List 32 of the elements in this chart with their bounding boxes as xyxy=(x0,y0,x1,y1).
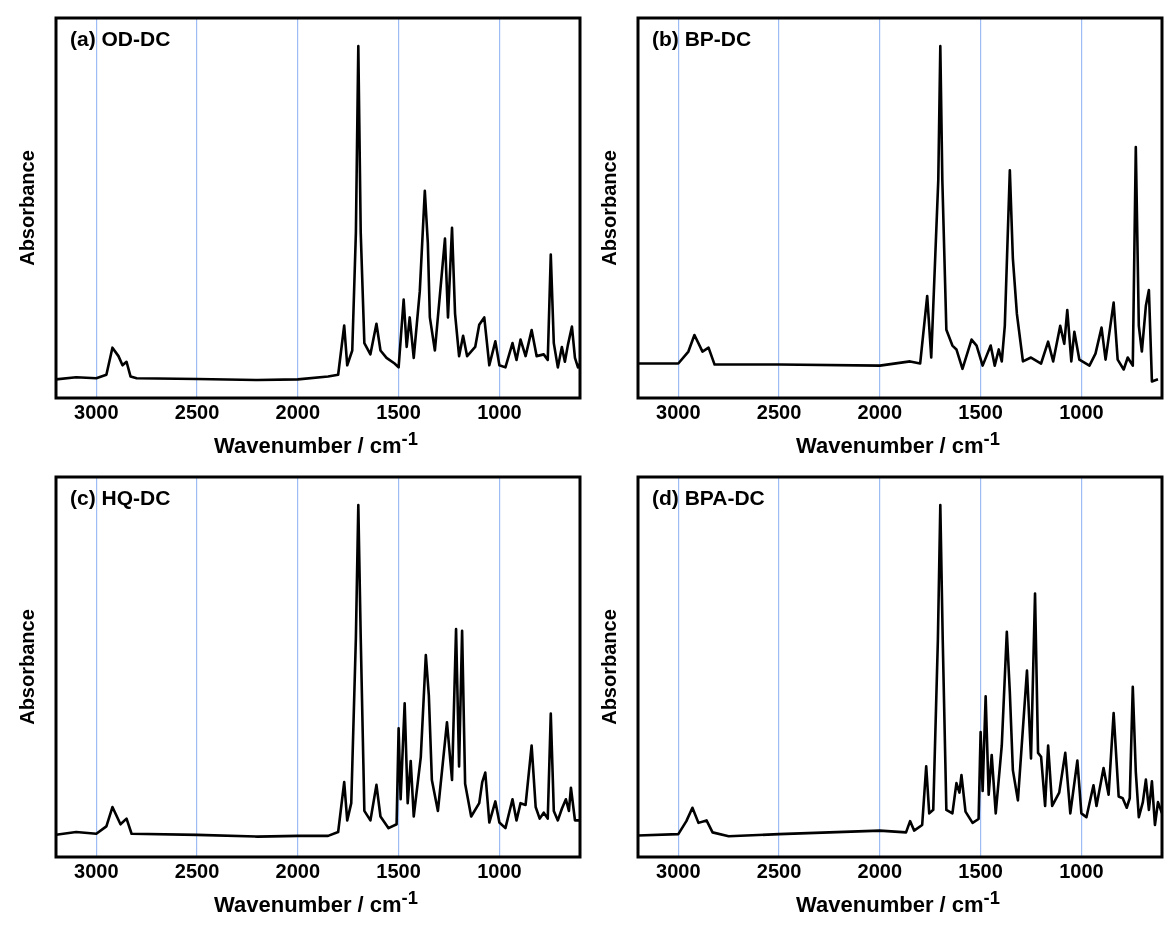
x-tick-label: 2000 xyxy=(857,859,903,882)
x-axis-title: Wavenumber / cm$^{-1}$ xyxy=(795,428,1001,460)
x-tick-label: 2500 xyxy=(756,400,802,423)
x-tick-label: 3000 xyxy=(656,400,701,423)
x-tick-label: 1500 xyxy=(958,400,1003,423)
y-axis-title: Absorbance xyxy=(15,150,38,266)
chart-title: (a) OD-DC xyxy=(70,27,171,51)
x-tick-label: 2000 xyxy=(275,400,321,423)
x-tick-label: 1500 xyxy=(376,400,421,423)
y-axis-title: Absorbance xyxy=(597,150,620,266)
x-tick-label: 1500 xyxy=(958,859,1003,882)
x-axis-title: Wavenumber / cm$^{-1}$ xyxy=(213,887,419,919)
x-tick-label: 2500 xyxy=(756,859,802,882)
x-tick-label: 1000 xyxy=(477,859,522,882)
x-tick-label: 1000 xyxy=(477,400,522,423)
chart-title: (b) BP-DC xyxy=(652,27,752,51)
x-tick-label: 2500 xyxy=(174,859,220,882)
chart-title: (c) HQ-DC xyxy=(70,486,171,510)
x-axis-title: Wavenumber / cm$^{-1}$ xyxy=(795,887,1001,919)
chart-title: (d) BPA-DC xyxy=(652,486,765,510)
y-axis-title: Absorbance xyxy=(15,609,38,726)
x-tick-label: 2000 xyxy=(857,400,903,423)
x-tick-label: 2000 xyxy=(275,859,321,882)
x-tick-label: 3000 xyxy=(656,859,701,882)
x-tick-label: 1500 xyxy=(376,859,421,882)
x-tick-label: 3000 xyxy=(74,400,119,423)
x-axis-title: Wavenumber / cm$^{-1}$ xyxy=(213,428,419,460)
x-tick-label: 1000 xyxy=(1059,859,1104,882)
x-tick-label: 1000 xyxy=(1059,400,1104,423)
x-tick-label: 3000 xyxy=(74,859,119,882)
x-tick-label: 2500 xyxy=(174,400,220,423)
y-axis-title: Absorbance xyxy=(597,609,620,726)
